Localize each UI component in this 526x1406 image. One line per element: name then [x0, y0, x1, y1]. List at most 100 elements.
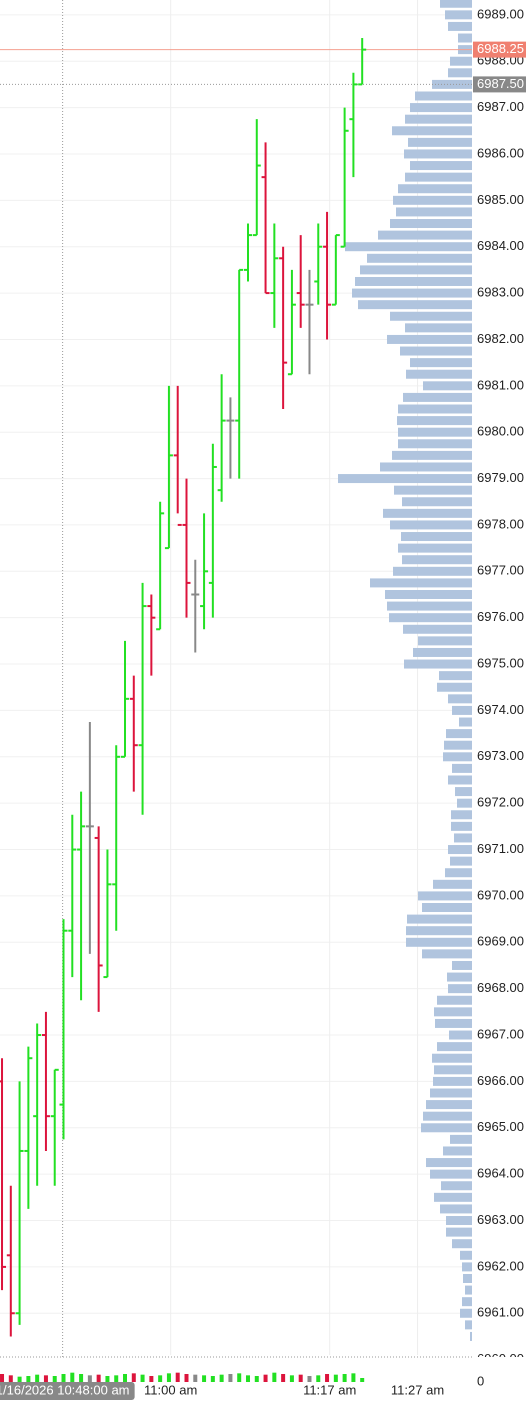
profile-bar: [397, 416, 472, 426]
profile-bar: [406, 937, 472, 947]
profile-bar: [439, 671, 472, 681]
profile-bar: [457, 798, 472, 808]
profile-bar: [448, 775, 472, 785]
profile-bar: [345, 242, 472, 252]
profile-bar: [426, 1158, 472, 1168]
profile-bar: [452, 763, 472, 773]
volume-bar: [96, 1374, 101, 1382]
volume-bar: [193, 1374, 198, 1382]
profile-bar: [403, 624, 472, 634]
profile-bar: [451, 810, 472, 820]
profile-bar: [463, 1273, 472, 1283]
volume-bar: [0, 1374, 5, 1382]
profile-bar: [450, 856, 472, 866]
profile-bar: [423, 1111, 472, 1121]
profile-bar: [410, 358, 472, 368]
volume-bar: [70, 1372, 75, 1382]
profile-bar: [450, 1134, 472, 1144]
profile-bar: [465, 1285, 472, 1295]
profile-bar: [433, 1076, 472, 1086]
profile-bar: [459, 717, 472, 727]
profile-bar: [422, 949, 472, 959]
volume-bar: [166, 1373, 171, 1382]
volume-bar: [175, 1372, 180, 1382]
profile-bar: [404, 149, 472, 159]
time-badge: [0, 1382, 135, 1400]
profile-bar: [338, 474, 472, 484]
x-tick-label: 11:17 am: [303, 1382, 356, 1397]
volume-bar: [105, 1376, 110, 1382]
profile-bar: [446, 1227, 472, 1237]
y-tick-label: 6967.00: [477, 1026, 524, 1041]
profile-bar: [390, 520, 472, 530]
profile-bar: [437, 1042, 472, 1052]
x-tick-label: 11:27 am: [391, 1382, 444, 1397]
y-tick-label: 6978.00: [477, 516, 524, 531]
profile-bar: [448, 984, 472, 994]
volume-bar: [35, 1374, 40, 1382]
profile-bar: [370, 578, 472, 588]
profile-bar: [430, 1088, 472, 1098]
profile-bar: [392, 450, 472, 460]
volume-bar: [149, 1376, 154, 1382]
y-tick-label: 6975.00: [477, 655, 524, 670]
volume-bar: [272, 1372, 277, 1382]
y-tick-label: 6977.00: [477, 563, 524, 578]
volume-bar: [79, 1374, 84, 1382]
volume-bar: [254, 1376, 259, 1382]
volume-bar: [17, 1376, 22, 1382]
profile-bar: [462, 1297, 472, 1307]
volume-bar: [289, 1375, 294, 1382]
profile-bar: [402, 555, 472, 565]
profile-bar: [367, 253, 472, 263]
profile-bar: [415, 91, 472, 101]
volume-bar: [140, 1374, 145, 1382]
profile-bar: [450, 56, 472, 66]
profile-bar: [390, 311, 472, 321]
volume-bar: [298, 1374, 303, 1382]
volume-bar: [281, 1374, 286, 1382]
profile-bar: [448, 68, 472, 78]
volume-bar: [307, 1376, 312, 1382]
y-tick-label: 6974.00: [477, 702, 524, 717]
profile-bar: [434, 1007, 472, 1017]
profile-bar: [426, 1100, 472, 1110]
y-tick-label: 6971.00: [477, 841, 524, 856]
volume-bar: [131, 1373, 136, 1382]
profile-bar: [394, 485, 472, 495]
y-tick-label: 6969.00: [477, 934, 524, 949]
profile-bar: [400, 346, 472, 356]
profile-bar: [380, 462, 472, 472]
profile-bar: [432, 79, 472, 89]
y-tick-label: 6980.00: [477, 424, 524, 439]
profile-bar: [445, 868, 472, 878]
y-tick-label: 6963.00: [477, 1212, 524, 1227]
y-tick-label: 6989.00: [477, 6, 524, 21]
y-tick-label: 6987.00: [477, 99, 524, 114]
profile-bar: [410, 161, 472, 171]
profile-bar: [452, 1239, 472, 1249]
volume-bar: [158, 1375, 163, 1382]
profile-bar: [393, 566, 472, 576]
profile-bar: [387, 601, 472, 611]
profile-bar: [387, 334, 472, 344]
profile-bar: [432, 1053, 472, 1063]
y-tick-label: 6984.00: [477, 238, 524, 253]
profile-bar: [401, 532, 472, 542]
profile-bar: [418, 891, 472, 901]
profile-bar: [423, 381, 472, 391]
y-tick-label: 6986.00: [477, 145, 524, 160]
profile-bar: [413, 647, 472, 657]
volume-bar: [26, 1376, 31, 1382]
volume-bar: [87, 1375, 92, 1382]
profile-bar: [405, 114, 472, 124]
profile-bar: [449, 1030, 472, 1040]
volume-tick-label: 0: [477, 1373, 484, 1388]
profile-bar: [465, 1320, 472, 1330]
y-tick-label: 6962.00: [477, 1258, 524, 1273]
y-tick-label: 6970.00: [477, 887, 524, 902]
y-tick-label: 6966.00: [477, 1073, 524, 1088]
profile-bar: [434, 1065, 472, 1075]
y-tick-label: 6965.00: [477, 1119, 524, 1134]
profile-bar: [460, 1250, 472, 1260]
